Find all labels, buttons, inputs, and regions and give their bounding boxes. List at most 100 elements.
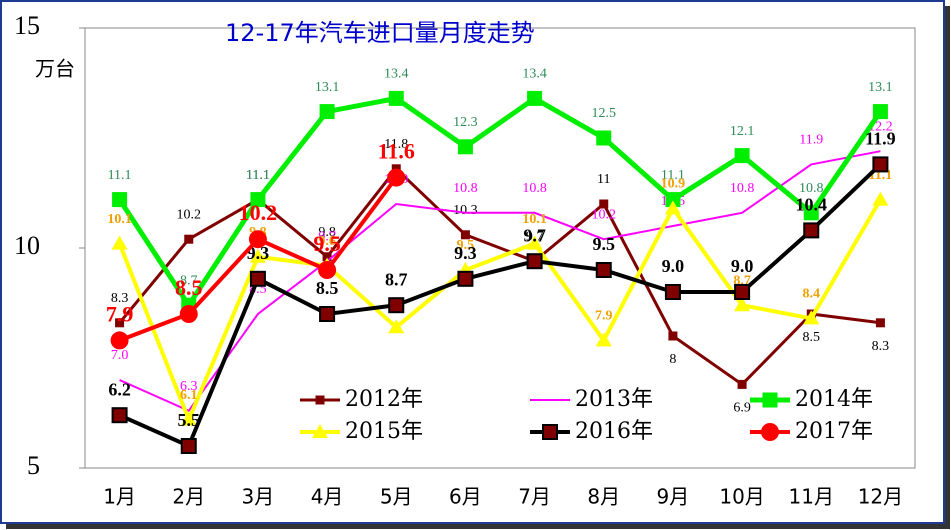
data-label: 11.1 bbox=[246, 168, 270, 183]
marker bbox=[249, 248, 266, 263]
marker bbox=[761, 423, 779, 441]
shadow bbox=[945, 6, 950, 528]
data-label: 8.7 bbox=[180, 273, 198, 288]
data-label: 6.9 bbox=[733, 401, 751, 416]
marker bbox=[596, 130, 612, 146]
marker bbox=[734, 284, 751, 300]
data-label: 12.5 bbox=[592, 106, 617, 121]
data-label: 9.0 bbox=[662, 256, 685, 276]
data-label: 11.8 bbox=[384, 137, 408, 152]
marker bbox=[388, 319, 405, 334]
marker bbox=[599, 199, 609, 209]
marker bbox=[180, 411, 197, 426]
data-label: 9.7 bbox=[318, 229, 336, 244]
data-label: 12.1 bbox=[730, 124, 755, 139]
marker bbox=[460, 230, 470, 240]
data-label: 7.9 bbox=[106, 301, 134, 326]
marker bbox=[595, 332, 612, 347]
data-label: 11 bbox=[597, 172, 610, 187]
data-label: 7.0 bbox=[111, 348, 129, 363]
shadow bbox=[6, 524, 950, 529]
x-tick-label: 10月 bbox=[719, 485, 764, 509]
data-label: 11.9 bbox=[799, 133, 823, 148]
data-label: 9.5 bbox=[457, 238, 475, 253]
marker bbox=[250, 192, 266, 208]
legend-label: 2015年 bbox=[345, 419, 423, 444]
data-label: 7.9 bbox=[595, 309, 613, 324]
data-label: 10.8 bbox=[522, 181, 547, 196]
data-label: 8.5 bbox=[316, 278, 339, 298]
data-label: 10.9 bbox=[661, 177, 686, 192]
x-tick-label: 2月 bbox=[172, 485, 205, 509]
series-line bbox=[118, 162, 882, 449]
marker bbox=[315, 395, 325, 405]
marker bbox=[111, 235, 128, 250]
legend-label: 2013年 bbox=[575, 387, 653, 412]
marker bbox=[457, 270, 474, 287]
marker bbox=[387, 168, 406, 187]
data-label: 13.1 bbox=[868, 80, 893, 95]
data-label: 11.1 bbox=[246, 168, 270, 183]
data-label: 8 bbox=[669, 352, 676, 367]
data-label: 8.5 bbox=[803, 330, 821, 345]
data-label: 10.3 bbox=[453, 203, 478, 218]
x-tick-label: 9月 bbox=[657, 485, 690, 509]
data-label: 8.5 bbox=[175, 275, 203, 300]
marker bbox=[762, 392, 778, 408]
data-label: 9.5 bbox=[593, 234, 616, 254]
data-label: 13.4 bbox=[522, 67, 547, 82]
data-label: 6.1 bbox=[180, 388, 198, 403]
marker bbox=[875, 318, 885, 328]
legend-label: 2016年 bbox=[575, 419, 653, 444]
marker bbox=[319, 104, 335, 120]
data-label: 8.7 bbox=[385, 269, 408, 289]
x-tick-label: 6月 bbox=[449, 485, 482, 509]
data-label: 10.8 bbox=[730, 181, 755, 196]
x-tick-label: 12月 bbox=[858, 485, 903, 509]
marker bbox=[111, 407, 128, 424]
marker bbox=[734, 297, 751, 312]
marker bbox=[312, 424, 328, 438]
marker bbox=[595, 262, 612, 278]
data-label: 9.5 bbox=[313, 231, 341, 256]
marker bbox=[388, 90, 404, 106]
data-label: 10.1 bbox=[107, 212, 132, 227]
marker bbox=[110, 331, 129, 350]
data-label: 10.2 bbox=[592, 207, 617, 222]
marker bbox=[803, 222, 820, 239]
data-label: 8.4 bbox=[803, 287, 821, 302]
legend-label: 2014年 bbox=[795, 387, 873, 412]
data-label: 6.3 bbox=[180, 379, 198, 394]
y-tick-label: 15 bbox=[14, 11, 40, 40]
marker bbox=[872, 104, 888, 120]
data-label: 6.2 bbox=[108, 379, 131, 399]
x-tick-label: 4月 bbox=[311, 485, 344, 509]
marker bbox=[179, 305, 198, 323]
data-label: 11.1 bbox=[661, 168, 685, 183]
marker bbox=[249, 270, 266, 287]
data-label: 13.1 bbox=[315, 80, 340, 95]
series-line bbox=[119, 150, 881, 413]
data-label: 10.8 bbox=[453, 181, 478, 196]
x-tick-label: 3月 bbox=[242, 485, 275, 509]
marker bbox=[527, 90, 543, 106]
marker bbox=[112, 192, 128, 208]
data-label: 9.3 bbox=[454, 243, 477, 263]
marker bbox=[872, 191, 889, 206]
marker bbox=[664, 284, 681, 300]
data-label: 11.9 bbox=[865, 129, 896, 149]
marker bbox=[318, 261, 337, 279]
data-label: 10.2 bbox=[177, 207, 202, 222]
marker bbox=[115, 318, 125, 328]
data-label: 13.4 bbox=[384, 67, 409, 82]
legend-label: 2017年 bbox=[795, 419, 873, 444]
data-label: 9.6 bbox=[318, 234, 336, 249]
data-label: 12.3 bbox=[453, 115, 478, 130]
marker bbox=[184, 234, 194, 244]
marker bbox=[803, 310, 820, 325]
data-label: 9.7 bbox=[523, 225, 546, 245]
marker bbox=[180, 438, 197, 454]
marker bbox=[872, 156, 889, 173]
marker bbox=[526, 253, 543, 270]
